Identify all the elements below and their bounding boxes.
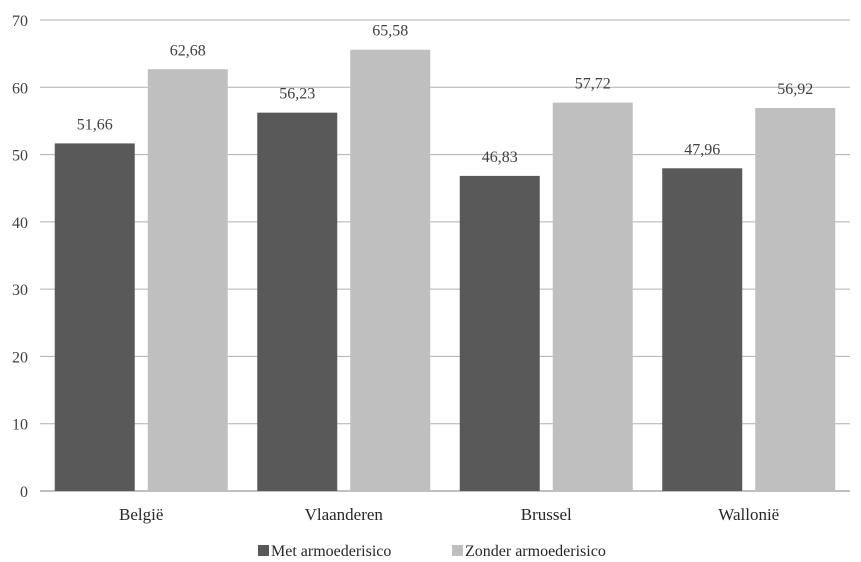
data-label: 46,83 (482, 149, 518, 166)
data-label: 62,68 (170, 42, 206, 59)
y-axis-ticks: 0 10 20 30 40 50 60 70 (12, 13, 28, 501)
category-label: België (119, 505, 163, 524)
bars (54, 49, 836, 492)
bar-met-armoederisico (662, 168, 743, 491)
bar-met-armoederisico (257, 112, 338, 491)
y-tick-label: 10 (12, 417, 28, 434)
bar-zonder-armoederisico (350, 49, 431, 491)
legend: Met armoederisico Zonder armoederisico (258, 543, 606, 560)
data-label: 56,92 (777, 81, 813, 98)
data-labels: 51,66 62,68 56,23 65,58 46,83 57,72 47,96 56,92 (77, 23, 814, 166)
y-tick-label: 40 (12, 215, 28, 232)
y-tick-label: 30 (12, 282, 28, 299)
y-tick-label: 60 (12, 80, 28, 97)
bar-met-armoederisico (459, 175, 540, 491)
y-tick-label: 70 (12, 13, 28, 30)
legend-label: Met armoederisico (271, 543, 391, 560)
bar-zonder-armoederisico (147, 69, 228, 491)
bar-met-armoederisico (54, 143, 135, 492)
legend-label: Zonder armoederisico (465, 543, 606, 560)
legend-swatch (452, 545, 463, 556)
y-tick-label: 20 (12, 349, 28, 366)
data-label: 57,72 (575, 76, 611, 93)
data-label: 65,58 (372, 23, 408, 40)
category-label: Vlaanderen (305, 505, 384, 524)
legend-swatch (258, 545, 269, 556)
data-label: 56,23 (279, 86, 315, 103)
bar-zonder-armoederisico (755, 108, 836, 492)
data-label: 47,96 (684, 141, 720, 158)
category-label: Brussel (521, 505, 572, 524)
bar-zonder-armoederisico (552, 102, 633, 491)
x-axis-categories: België Vlaanderen Brussel Wallonië (119, 505, 779, 524)
y-tick-label: 50 (12, 148, 28, 165)
y-tick-label: 0 (20, 484, 28, 501)
category-label: Wallonië (718, 505, 779, 524)
data-label: 51,66 (77, 116, 113, 133)
